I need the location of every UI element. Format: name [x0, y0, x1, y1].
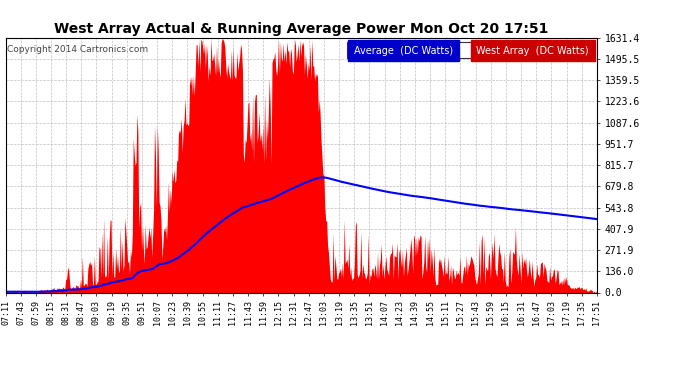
Title: West Array Actual & Running Average Power Mon Oct 20 17:51: West Array Actual & Running Average Powe… [54, 22, 549, 36]
Text: Copyright 2014 Cartronics.com: Copyright 2014 Cartronics.com [7, 45, 148, 54]
Legend: Average  (DC Watts), West Array  (DC Watts): Average (DC Watts), West Array (DC Watts… [347, 42, 592, 58]
